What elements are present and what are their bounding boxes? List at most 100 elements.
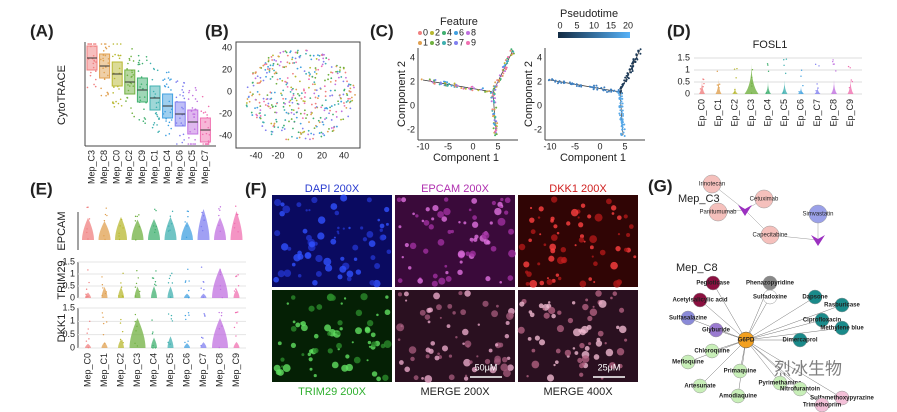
cell-dot bbox=[320, 106, 323, 109]
cell-dot bbox=[428, 78, 431, 81]
cell-dot bbox=[621, 84, 624, 87]
cell-dot bbox=[304, 91, 307, 94]
violin bbox=[197, 208, 210, 240]
cell-dot bbox=[492, 122, 495, 125]
cell-dot bbox=[336, 70, 339, 73]
stain-spot bbox=[438, 277, 446, 285]
stain-spot bbox=[334, 331, 338, 334]
cell-dot bbox=[491, 96, 494, 99]
violin bbox=[847, 78, 854, 94]
cell-dot bbox=[592, 88, 595, 91]
drug-label: Phenazopyridine bbox=[746, 281, 795, 287]
cell-dot bbox=[481, 87, 484, 90]
cell-dot bbox=[817, 87, 819, 89]
stain-spot bbox=[604, 342, 607, 345]
y-tick-label: 4 bbox=[410, 52, 415, 62]
cell-dot bbox=[321, 63, 324, 66]
cell-dot bbox=[131, 48, 133, 50]
row-label: DKK1 bbox=[56, 314, 68, 343]
cell-dot bbox=[326, 107, 329, 110]
edge bbox=[745, 339, 801, 390]
cell-dot bbox=[87, 43, 89, 45]
cell-dot bbox=[501, 74, 504, 77]
violin bbox=[115, 216, 127, 240]
cell-dot bbox=[135, 282, 138, 285]
cell-dot bbox=[562, 80, 565, 83]
cell-dot bbox=[107, 92, 109, 95]
stain-spot bbox=[591, 255, 594, 258]
stain-spot bbox=[538, 206, 544, 212]
cell-dot bbox=[112, 101, 114, 103]
stain-spot bbox=[351, 341, 354, 344]
cell-dot bbox=[169, 79, 171, 81]
cell-dot bbox=[850, 79, 853, 81]
stain-spot bbox=[548, 306, 556, 315]
violin bbox=[212, 318, 228, 348]
stain-spot bbox=[481, 231, 490, 240]
cell-dot bbox=[152, 67, 155, 70]
stain-spot bbox=[580, 325, 589, 334]
cell-dot bbox=[287, 112, 290, 115]
cell-dot bbox=[767, 70, 770, 73]
cell-dot bbox=[621, 102, 624, 105]
cell-dot bbox=[258, 101, 261, 104]
cell-dot bbox=[131, 112, 134, 115]
cell-dot bbox=[510, 48, 513, 51]
violin bbox=[151, 286, 157, 298]
stain-spot bbox=[308, 208, 311, 212]
stain-spot bbox=[557, 276, 562, 281]
stain-spot bbox=[554, 360, 559, 365]
cell-dot bbox=[313, 81, 316, 84]
cell-dot bbox=[717, 84, 720, 86]
edge bbox=[745, 327, 843, 341]
edge bbox=[699, 339, 747, 387]
cell-dot bbox=[324, 90, 327, 93]
stain-spot bbox=[473, 237, 478, 242]
cell-dot bbox=[285, 111, 288, 114]
stain-spot bbox=[366, 231, 374, 238]
legend-dot bbox=[466, 31, 470, 35]
cell-dot bbox=[254, 77, 257, 80]
cell-dot bbox=[95, 78, 97, 81]
cell-dot bbox=[470, 85, 473, 88]
violin bbox=[732, 87, 738, 94]
violin bbox=[831, 79, 837, 94]
cell-dot bbox=[154, 283, 156, 286]
cell-dot bbox=[290, 118, 293, 120]
cell-dot bbox=[835, 70, 837, 72]
stain-spot bbox=[343, 297, 347, 300]
cell-dot bbox=[202, 215, 205, 217]
violin bbox=[129, 318, 146, 348]
cell-dot bbox=[267, 60, 270, 63]
cell-dot bbox=[291, 96, 294, 99]
cell-dot bbox=[315, 68, 317, 71]
cell-dot bbox=[635, 54, 638, 57]
cell-dot bbox=[270, 130, 273, 133]
cell-dot bbox=[303, 89, 305, 92]
cell-dot bbox=[765, 92, 768, 94]
cell-dot bbox=[350, 96, 353, 99]
cell-dot bbox=[179, 94, 181, 96]
cell-dot bbox=[851, 80, 854, 83]
stain-spot bbox=[466, 344, 470, 348]
cell-dot bbox=[639, 48, 642, 51]
cell-dot bbox=[310, 132, 313, 135]
stain-spot bbox=[336, 230, 340, 233]
cell-dot bbox=[138, 59, 141, 62]
cell-dot bbox=[485, 90, 488, 93]
cell-dot bbox=[100, 94, 103, 97]
drug-label: Acetylsalicylic acid bbox=[672, 298, 727, 304]
stain-spot bbox=[433, 292, 441, 300]
cell-dot bbox=[185, 318, 187, 321]
cell-dot bbox=[132, 60, 135, 62]
stain-spot bbox=[430, 341, 436, 346]
cell-dot bbox=[275, 82, 278, 85]
cell-dot bbox=[167, 77, 170, 79]
stain-spot bbox=[472, 215, 477, 220]
cell-dot bbox=[621, 123, 624, 126]
cell-dot bbox=[488, 90, 491, 93]
cell-dot bbox=[105, 47, 108, 50]
cell-dot bbox=[120, 282, 122, 284]
drug-node bbox=[760, 225, 780, 245]
stain-spot bbox=[301, 353, 305, 357]
